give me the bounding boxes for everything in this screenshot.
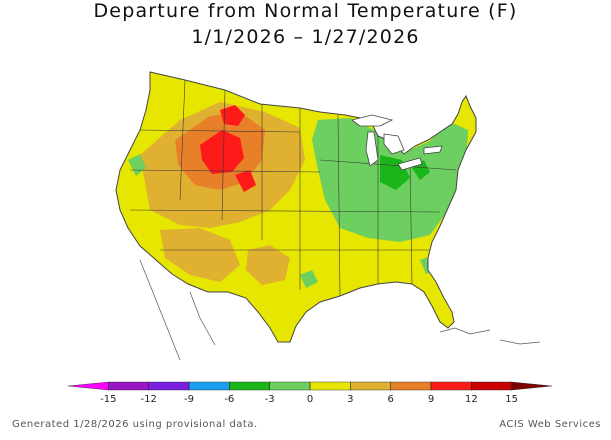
map-date-range: 1/1/2026 – 1/27/2026 <box>191 26 420 48</box>
state-line <box>319 159 457 171</box>
state-line <box>179 79 186 201</box>
state-line <box>337 114 341 297</box>
state-line <box>129 209 441 213</box>
legend-swatch <box>350 381 392 391</box>
legend-tick-label: -6 <box>224 394 234 405</box>
warm-region-southwest <box>160 228 240 282</box>
caribbean-islands <box>439 327 491 335</box>
legend-tick-label: -12 <box>140 394 156 405</box>
legend-swatch <box>229 381 271 391</box>
lake-superior <box>351 114 394 127</box>
legend-color-bar <box>67 381 553 391</box>
legend-swatch <box>471 381 513 391</box>
legend-swatch <box>148 381 190 391</box>
hot-spot-colorado <box>235 170 256 192</box>
cool-patch-pacific-nw <box>128 154 146 176</box>
lake-michigan <box>365 131 379 167</box>
us-outline <box>115 71 477 343</box>
cool-patch-gulf <box>300 270 318 288</box>
legend-ticks: -15 -12 -9 -6 -3 0 3 6 9 12 15 <box>100 382 518 405</box>
warm-region-texas <box>246 245 290 285</box>
legend-swatch <box>108 381 150 391</box>
state-line <box>221 89 226 221</box>
hot-spot-north <box>220 105 245 126</box>
legend-swatch <box>269 381 311 391</box>
legend-swatch <box>188 381 231 391</box>
color-legend: -15 -12 -9 -6 -3 0 3 6 9 12 15 <box>67 381 553 405</box>
legend-tick-label: 0 <box>307 394 313 405</box>
legend-tick-label: 12 <box>465 394 478 405</box>
state-line <box>139 129 301 133</box>
state-line <box>409 159 413 285</box>
legend-tick-label: -15 <box>100 394 116 405</box>
legend-swatch <box>390 381 432 391</box>
caribbean-islands <box>499 339 541 345</box>
lake-ontario <box>423 145 443 155</box>
legend-swatch <box>511 381 553 391</box>
legend-swatch <box>309 381 352 391</box>
legend-tick-label: -9 <box>184 394 194 405</box>
lake-huron <box>383 133 405 155</box>
state-line <box>129 169 321 173</box>
lake-erie <box>397 157 423 171</box>
hot-core-montana-wyoming <box>200 130 244 174</box>
legend-tick-label: 9 <box>428 394 434 405</box>
great-lakes <box>351 114 443 171</box>
legend-swatch <box>67 381 109 391</box>
map-title: Departure from Normal Temperature (F) <box>93 0 518 22</box>
mexico-coast-inner <box>189 291 216 346</box>
state-boundaries <box>129 79 457 297</box>
generated-note: Generated 1/28/2026 using provisional da… <box>12 419 258 430</box>
mexico-coast <box>139 259 181 361</box>
legend-tick-label: 3 <box>347 394 353 405</box>
provider-credit: ACIS Web Services <box>499 419 601 430</box>
legend-tick-label: 15 <box>505 394 518 405</box>
legend-tick-label: 6 <box>387 394 393 405</box>
temperature-departure-map <box>115 71 541 361</box>
legend-tick-label: -3 <box>265 394 275 405</box>
legend-swatch <box>430 381 473 391</box>
neighbor-coastlines <box>139 259 541 361</box>
